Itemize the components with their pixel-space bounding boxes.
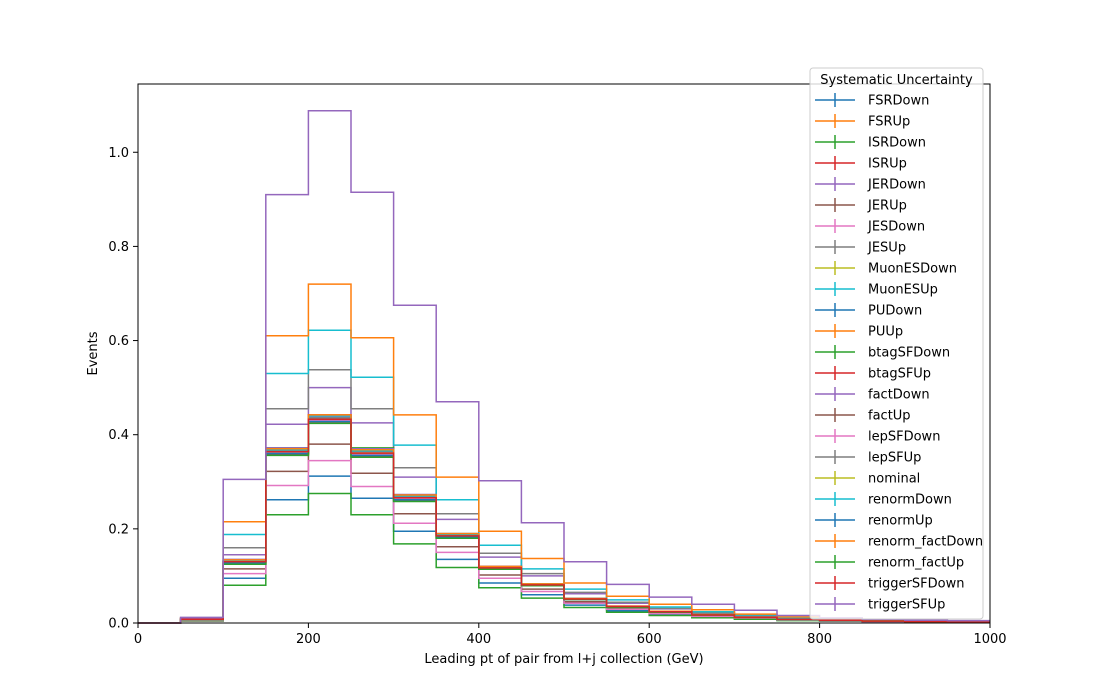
legend-label: PUDown [868,304,922,319]
x-tick-label: 400 [466,632,491,647]
legend-item-PUDown: PUDown [815,303,922,319]
legend-item-lepSFUp: lepSFUp [815,450,921,466]
legend-item-factDown: factDown [815,387,930,403]
legend-label: renormUp [868,514,933,529]
legend-label: btagSFUp [868,367,931,382]
legend-item-JERDown: JERDown [815,177,926,193]
legend-label: lepSFDown [868,430,940,445]
legend-label: MuonESUp [868,283,938,298]
plot-frame [137,83,991,624]
legend-item-lepSFDown: lepSFDown [815,429,940,445]
legend-items: FSRDown FSRUp ISRDown ISRUp JERDown JERUp JESD… [815,93,983,613]
legend-item-JESUp: JESUp [815,240,906,256]
y-tick-label: 0.0 [108,617,129,632]
legend-label: JERDown [867,178,926,193]
legend-item-btagSFDown: btagSFDown [815,345,950,361]
y-axis-ticks: 0.0 0.2 0.4 0.6 0.8 1.0 [108,146,138,632]
legend-label: renorm_factUp [868,556,964,571]
legend-item-btagSFUp: btagSFUp [815,366,931,382]
legend-item-triggerSFUp: triggerSFUp [815,597,945,613]
legend-label: btagSFDown [868,346,950,361]
y-tick-label: 1.0 [108,146,129,161]
legend-label: nominal [868,472,920,487]
legend-label: ISRDown [868,136,926,151]
legend-label: JESUp [867,241,906,256]
legend-label: triggerSFUp [868,598,945,613]
x-tick-label: 200 [296,632,321,647]
legend-label: renormDown [868,493,952,508]
legend-item-renormDown: renormDown [815,492,952,508]
y-axis-label: Events [86,331,101,375]
legend-item-JERUp: JERUp [815,198,907,214]
x-tick-label: 0 [134,632,142,647]
x-axis-ticks: 0 200 400 600 800 1000 [134,623,1007,647]
y-tick-label: 0.8 [108,240,129,255]
y-tick-label: 0.4 [108,428,129,443]
legend-title: Systematic Uncertainty [820,73,973,88]
legend-item-renorm_factUp: renorm_factUp [815,555,964,571]
legend-label: factUp [868,409,911,424]
legend-item-MuonESDown: MuonESDown [815,261,957,277]
legend-item-nominal: nominal [815,471,920,487]
legend-label: ISRUp [868,157,907,172]
y-tick-label: 0.6 [108,334,129,349]
legend-item-triggerSFDown: triggerSFDown [815,576,964,592]
legend: Systematic Uncertainty FSRDown FSRUp ISRDo… [809,67,984,620]
legend-item-MuonESUp: MuonESUp [815,282,938,298]
legend-label: FSRDown [868,94,929,109]
legend-item-FSRUp: FSRUp [815,114,910,130]
legend-label: MuonESDown [868,262,957,277]
y-tick-label: 0.2 [108,522,129,537]
legend-item-ISRDown: ISRDown [815,135,926,151]
legend-item-factUp: factUp [815,408,911,424]
legend-label: JESDown [867,220,925,235]
legend-item-JESDown: JESDown [815,219,925,235]
legend-item-ISRUp: ISRUp [815,156,907,172]
legend-item-PUUp: PUUp [815,324,903,340]
legend-item-renorm_factDown: renorm_factDown [815,534,983,550]
x-tick-label: 600 [637,632,662,647]
legend-label: JERUp [867,199,907,214]
legend-label: renorm_factDown [868,535,983,550]
legend-item-FSRDown: FSRDown [815,93,929,109]
series-line-triggerSFDown [138,418,990,624]
series-layer [138,110,990,624]
x-tick-label: 1000 [973,632,1006,647]
legend-label: PUUp [868,325,903,340]
legend-label: FSRUp [868,115,910,130]
legend-label: triggerSFDown [868,577,964,592]
legend-label: lepSFUp [868,451,921,466]
x-axis-label: Leading pt of pair from l+j collection (… [424,652,703,667]
x-tick-label: 800 [807,632,832,647]
legend-label: factDown [868,388,930,403]
legend-item-renormUp: renormUp [815,513,933,529]
